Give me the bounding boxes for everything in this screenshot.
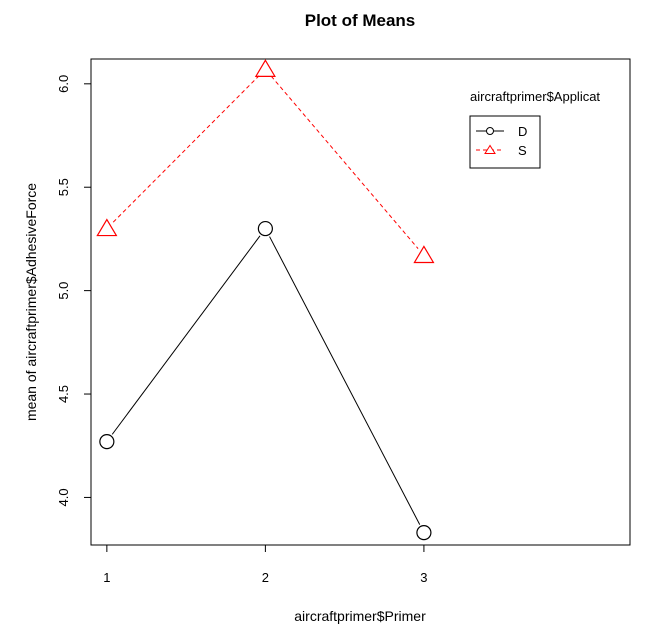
legend: aircraftprimer$Applicat DS: [469, 89, 600, 169]
legend-label-D: D: [518, 124, 527, 139]
y-axis: 4.0 4.5 5.0 5.5 6.0: [56, 75, 92, 506]
x-axis: 1 2 3: [103, 544, 428, 585]
series-S: [96, 59, 435, 264]
x-tick-label: 2: [262, 570, 269, 585]
plot-frame: [90, 58, 631, 546]
legend-marker-D: [486, 127, 494, 135]
y-tick-label: 4.0: [56, 488, 71, 506]
data-point: [416, 524, 432, 541]
y-tick-label: 4.5: [56, 385, 71, 403]
y-tick-label: 6.0: [56, 75, 71, 93]
series-line-segment: [269, 236, 421, 525]
series-line-segment: [112, 75, 260, 223]
y-tick-label: 5.0: [56, 282, 71, 300]
data-point: [413, 245, 435, 264]
series-line-segment: [270, 75, 419, 249]
y-tick-label: 5.5: [56, 178, 71, 196]
legend-box: [469, 115, 541, 169]
legend-label-S: S: [518, 143, 527, 158]
data-point: [257, 220, 273, 237]
series-line-segment: [111, 235, 261, 435]
legend-marker-S: [484, 144, 496, 154]
series-layer: [96, 59, 435, 541]
x-tick-label: 3: [420, 570, 427, 585]
data-point: [99, 433, 115, 450]
y-axis-label: mean of aircraftprimer$AdhesiveForce: [23, 183, 39, 421]
data-point: [96, 218, 118, 237]
series-D: [99, 220, 432, 541]
legend-title: aircraftprimer$Applicat: [470, 89, 600, 104]
chart-title: Plot of Means: [305, 11, 416, 30]
x-tick-label: 1: [103, 570, 110, 585]
data-point: [254, 59, 276, 77]
x-axis-label: aircraftprimer$Primer: [294, 608, 426, 624]
